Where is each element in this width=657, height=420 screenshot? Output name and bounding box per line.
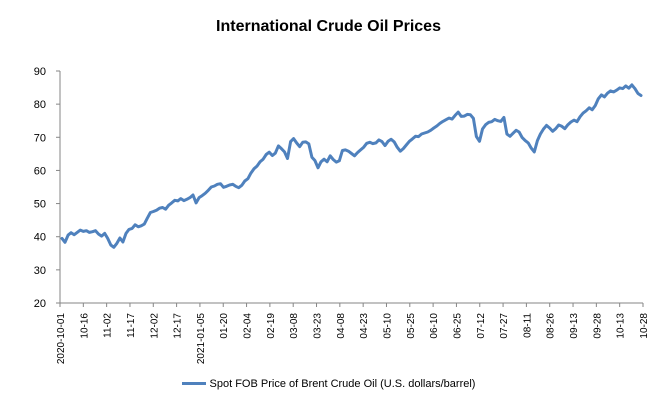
y-tick-label: 30: [34, 265, 46, 277]
legend-label: Spot FOB Price of Brent Crude Oil (U.S. …: [209, 378, 476, 390]
x-tick-label: 11-17: [126, 313, 137, 338]
series-line-0: [60, 83, 643, 249]
chart-title: International Crude Oil Prices: [216, 18, 441, 35]
x-tick-label: 04-23: [359, 313, 370, 339]
x-tick-label: 06-10: [429, 313, 440, 339]
y-tick-label: 40: [34, 232, 46, 244]
y-tick-label: 60: [34, 165, 46, 177]
y-tick-label: 80: [34, 99, 46, 111]
x-tick-label: 10-28: [639, 313, 650, 339]
x-tick-label: 10-16: [79, 313, 90, 339]
x-tick-label: 06-25: [452, 313, 463, 339]
legend-swatch: [181, 381, 206, 385]
legend: Spot FOB Price of Brent Crude Oil (U.S. …: [0, 378, 657, 390]
x-tick-label: 04-08: [336, 313, 347, 339]
x-tick-label: 08-26: [546, 313, 557, 339]
x-tick-label: 12-17: [173, 313, 184, 339]
x-tick-label: 09-13: [569, 313, 580, 339]
x-tick-label: 2020-10-01: [56, 313, 67, 365]
x-tick-label: 11-02: [103, 313, 114, 338]
x-tick-label: 03-08: [289, 313, 300, 339]
x-tick-label: 01-20: [219, 313, 230, 339]
x-tick-label: 2021-01-05: [196, 313, 207, 365]
y-tick-label: 70: [34, 132, 46, 144]
y-tick-label: 50: [34, 199, 46, 211]
x-tick-label: 02-19: [266, 313, 277, 339]
x-tick-label: 05-25: [406, 313, 417, 339]
x-tick-label: 08-11: [522, 313, 533, 338]
x-tick-label: 12-02: [149, 313, 160, 339]
x-tick-label: 10-13: [616, 313, 627, 339]
x-tick-label: 07-12: [476, 313, 487, 339]
x-tick-label: 05-10: [382, 313, 393, 339]
y-tick-label: 90: [34, 66, 46, 78]
x-tick-label: 03-23: [313, 313, 324, 339]
x-tick-label: 07-27: [499, 313, 510, 339]
x-tick-label: 09-28: [592, 313, 603, 339]
y-tick-label: 20: [34, 298, 46, 310]
x-tick-label: 02-04: [243, 313, 254, 339]
